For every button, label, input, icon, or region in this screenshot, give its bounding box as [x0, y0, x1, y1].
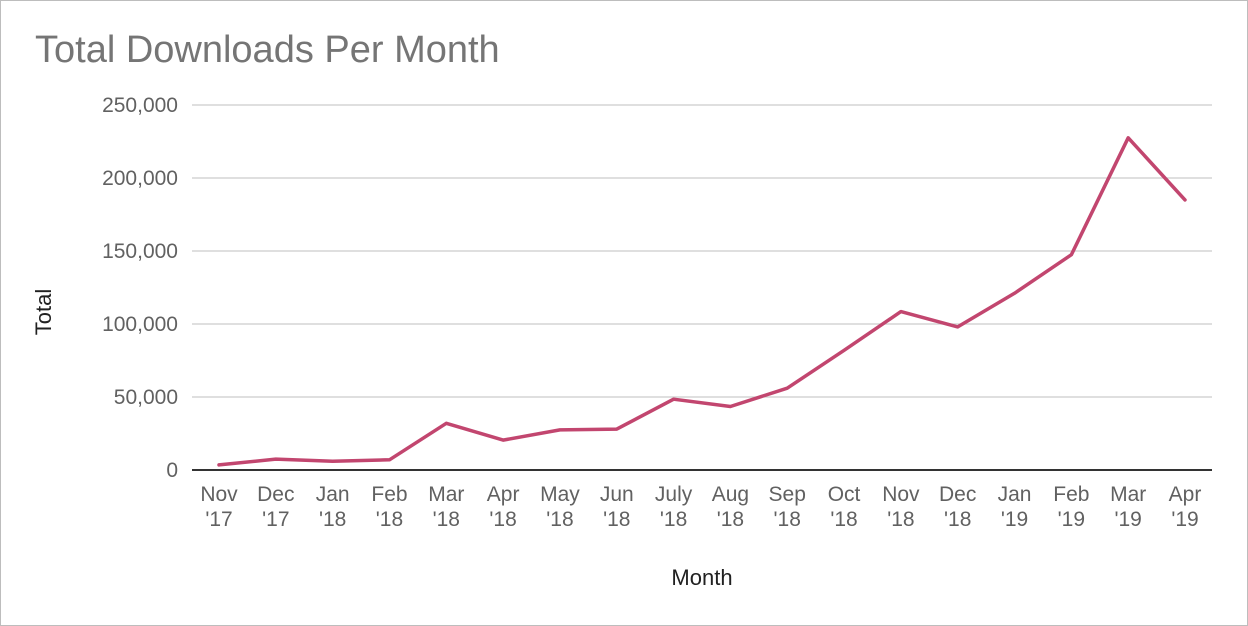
y-tick-label: 250,000	[102, 94, 178, 117]
y-axis-ticks: 0 50,000 100,000 150,000 200,000 250,000	[102, 94, 178, 482]
x-axis-ticks: Nov '17 Dec '17 Jan '18 Feb '18 Mar '18 Apr '18 May '…	[200, 483, 1201, 531]
x-tick-label: Nov '17	[200, 483, 238, 531]
x-tick-label: July '18	[655, 483, 693, 531]
x-tick-label: Mar '18	[428, 483, 464, 531]
x-tick-label: Dec '17	[257, 483, 294, 531]
y-tick-label: 200,000	[102, 167, 178, 190]
y-tick-label: 0	[166, 459, 178, 482]
x-tick-label: Jan '18	[316, 483, 350, 531]
x-tick-label: Feb '19	[1053, 483, 1089, 531]
y-axis-title: Total	[31, 289, 56, 335]
y-tick-label: 50,000	[114, 386, 178, 409]
x-tick-label: May '18	[540, 483, 580, 531]
x-tick-label: Apr '18	[487, 483, 520, 531]
x-tick-label: Jun '18	[600, 483, 634, 531]
x-tick-label: Nov '18	[882, 483, 920, 531]
x-tick-label: Mar '19	[1110, 483, 1146, 531]
y-tick-label: 100,000	[102, 313, 178, 336]
x-tick-label: Aug '18	[712, 483, 749, 531]
chart-title: Total Downloads Per Month	[35, 29, 500, 71]
x-tick-label: Apr '19	[1169, 483, 1202, 531]
x-tick-label: Sep '18	[769, 483, 806, 531]
series-line	[217, 136, 1187, 467]
x-tick-label: Dec '18	[939, 483, 976, 531]
x-tick-label: Jan '19	[998, 483, 1032, 531]
x-tick-label: Feb '18	[371, 483, 407, 531]
x-tick-label: Oct '18	[828, 483, 861, 531]
y-tick-label: 150,000	[102, 240, 178, 263]
gridlines	[192, 104, 1212, 398]
x-axis-title: Month	[671, 565, 732, 590]
